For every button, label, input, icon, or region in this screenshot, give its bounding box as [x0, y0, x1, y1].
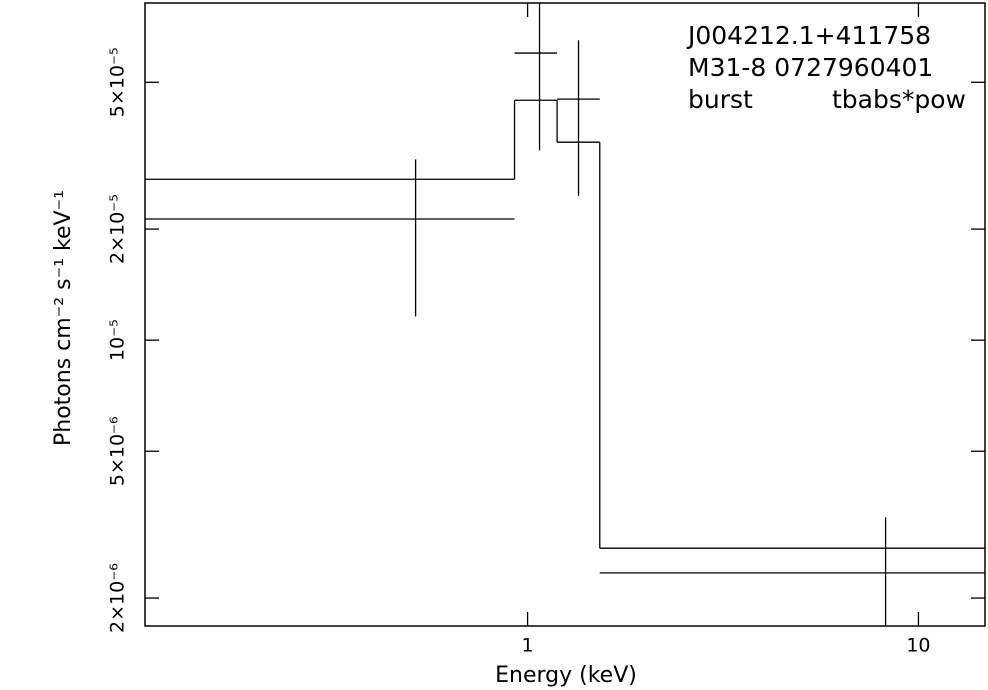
- y-tick-label: 2×10⁻⁵: [107, 194, 129, 264]
- y-tick-label: 5×10⁻⁵: [107, 47, 129, 117]
- annotation: tbabs*pow: [832, 85, 966, 114]
- y-tick-label: 2×10⁻⁶: [107, 563, 129, 633]
- y-axis-label: Photons cm⁻² s⁻¹ keV⁻¹: [51, 190, 76, 446]
- annotation: burst: [688, 85, 753, 114]
- x-axis-label: Energy (keV): [495, 663, 637, 688]
- plot-frame: [144, 2, 986, 627]
- annotation: J004212.1+411758: [686, 21, 931, 50]
- x-tick-label: 1: [522, 635, 534, 657]
- x-tick-label: 10: [906, 635, 930, 657]
- y-tick-label: 5×10⁻⁶: [107, 416, 129, 486]
- y-tick-label: 10⁻⁵: [107, 319, 129, 361]
- annotation: M31-8 0727960401: [688, 53, 933, 82]
